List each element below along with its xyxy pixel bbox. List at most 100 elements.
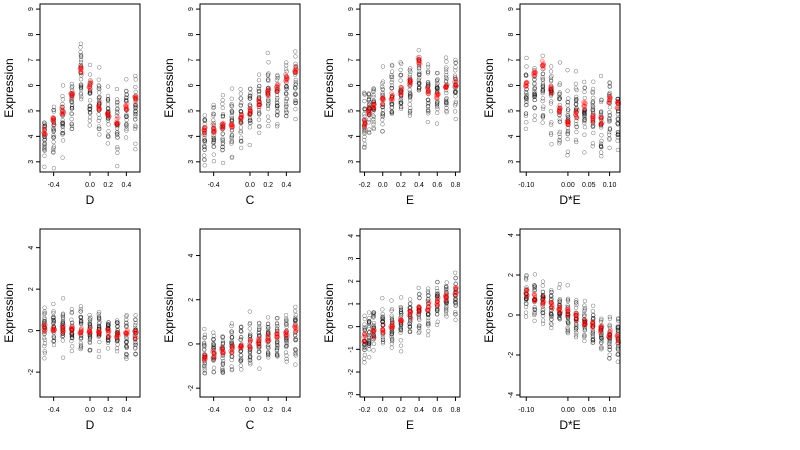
data-point <box>362 118 367 123</box>
fitted-point <box>257 102 263 107</box>
data-point <box>557 313 562 318</box>
data-point <box>425 62 431 67</box>
fitted-point <box>572 112 578 117</box>
fitted-point <box>444 291 450 297</box>
data-point <box>275 110 280 115</box>
data-point <box>238 116 243 121</box>
data-point <box>283 74 289 79</box>
data-point <box>371 315 376 320</box>
fitted-point <box>540 301 546 307</box>
data-point <box>88 335 93 340</box>
data-point <box>211 120 216 126</box>
data-point <box>220 98 225 103</box>
x-tick-label: 0.4 <box>281 407 291 414</box>
fitted-point <box>86 327 92 333</box>
fitted-point <box>220 350 226 356</box>
data-point <box>220 121 225 127</box>
data-point <box>582 338 587 344</box>
data-point <box>548 69 554 74</box>
fitted-point <box>531 298 537 304</box>
data-point <box>371 94 376 100</box>
data-point <box>574 129 579 135</box>
data-point <box>541 104 546 109</box>
fitted-point <box>229 350 235 356</box>
data-point <box>238 349 243 354</box>
data-point <box>229 96 234 101</box>
data-point <box>202 347 207 352</box>
data-point <box>452 89 458 94</box>
data-point <box>557 134 563 140</box>
data-point <box>239 357 244 362</box>
data-point <box>380 102 385 107</box>
data-point <box>42 319 47 324</box>
data-point <box>293 82 298 87</box>
fitted-point <box>113 121 119 127</box>
panel-7: -0.2 0.0 0.2 0.4 0.6 0.8-3-2-101234EExpressio… <box>322 228 461 432</box>
data-point <box>78 97 84 102</box>
data-point <box>548 122 554 127</box>
data-point <box>114 349 120 354</box>
data-point <box>582 306 587 311</box>
data-point <box>380 323 386 328</box>
data-point <box>247 357 252 362</box>
data-point <box>256 86 261 91</box>
fitted-point <box>590 118 596 124</box>
y-tick-label: 4 <box>508 134 515 138</box>
data-point <box>565 303 570 308</box>
fitted-point <box>557 106 563 112</box>
fitted-point <box>547 87 553 93</box>
data-point <box>202 125 207 131</box>
data-point <box>106 129 111 134</box>
data-point <box>256 117 262 122</box>
data-point <box>366 325 372 330</box>
data-point <box>96 77 101 82</box>
data-point <box>435 288 440 294</box>
x-tick-label: -0.10 <box>518 182 534 189</box>
fitted-point <box>68 325 74 331</box>
data-point <box>524 285 529 290</box>
data-point <box>532 94 537 100</box>
data-point <box>371 114 377 120</box>
data-point <box>133 111 138 116</box>
data-point <box>540 294 545 299</box>
data-point <box>434 294 440 299</box>
data-point <box>202 341 207 346</box>
fitted-point <box>574 114 580 120</box>
fitted-point <box>435 92 441 98</box>
data-point <box>132 335 138 340</box>
fitted-point <box>598 324 604 330</box>
fitted-point <box>416 307 422 313</box>
data-point <box>124 340 129 345</box>
fitted-point <box>614 105 620 111</box>
data-point <box>257 95 262 100</box>
fitted-point <box>69 327 75 333</box>
data-point <box>124 89 129 94</box>
fitted-point <box>531 69 537 75</box>
data-point <box>293 70 298 75</box>
fitted-point <box>399 92 404 98</box>
fitted-point <box>424 84 430 90</box>
fitted-point <box>219 126 225 132</box>
data-point <box>60 312 66 317</box>
data-point <box>398 338 403 343</box>
fitted-point <box>573 318 579 324</box>
data-point <box>591 303 596 308</box>
fitted-point <box>425 89 431 95</box>
data-point <box>51 342 57 348</box>
fitted-point <box>556 306 562 312</box>
data-point <box>239 367 244 372</box>
fitted-point <box>406 312 412 318</box>
data-point <box>247 103 252 108</box>
fitted-point <box>607 94 613 100</box>
data-point <box>42 329 47 334</box>
x-tick-label: 0.2 <box>263 407 273 414</box>
data-point <box>435 81 440 86</box>
data-point <box>434 78 440 84</box>
data-point <box>292 330 298 335</box>
fitted-point <box>273 88 279 94</box>
data-point <box>549 120 554 125</box>
fitted-points <box>523 287 622 346</box>
fitted-point <box>211 125 216 131</box>
fitted-point <box>426 304 432 310</box>
